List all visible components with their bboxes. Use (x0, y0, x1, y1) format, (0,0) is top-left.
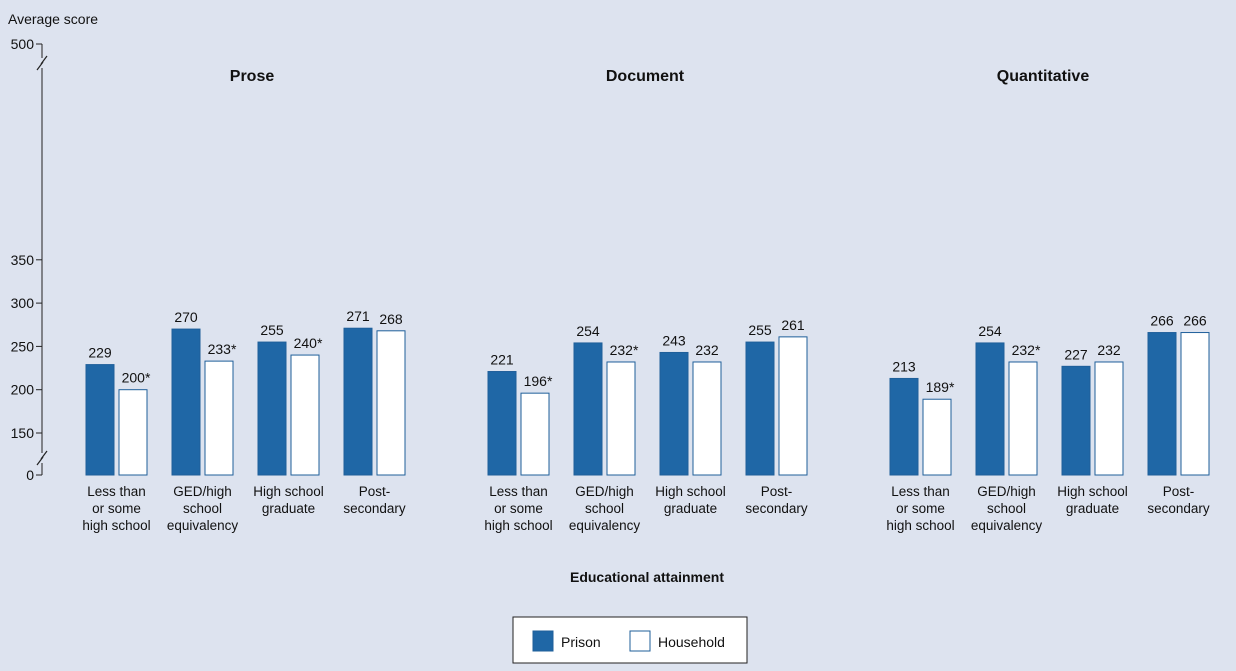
y-tick-label: 250 (11, 338, 35, 354)
category-label: Less than or some high school (82, 484, 150, 533)
bar-prison (659, 351, 689, 476)
bar-value-label: 255 (260, 322, 284, 338)
bar-value-label: 270 (174, 309, 198, 325)
y-tick-label: 350 (11, 252, 35, 268)
bar-prison (257, 341, 287, 476)
bar-prison (85, 364, 115, 476)
bar-prison (889, 377, 919, 476)
legend-label-household: Household (658, 634, 725, 650)
bar-value-label: 233* (208, 341, 237, 357)
y-tick-label: 200 (11, 382, 35, 398)
legend-swatch-prison (532, 630, 554, 652)
panel-prose: Prose 229 200* Less than or some high school 2… (82, 68, 406, 533)
bar-prison (573, 342, 603, 476)
bar-value-label: 254 (576, 323, 600, 339)
bar-prison (487, 371, 517, 476)
bar-prison (975, 342, 1005, 476)
bar-value-label: 227 (1064, 346, 1088, 362)
y-tick-label: 300 (11, 295, 35, 311)
panel-title: Prose (230, 68, 275, 85)
y-tick-label: 0 (26, 467, 34, 483)
panel-quantitative: Quantitative 213 189* Less than or some high … (886, 68, 1210, 533)
panel-title: Document (606, 68, 685, 85)
bar-value-label: 196* (524, 373, 553, 389)
bar-prison (1147, 332, 1177, 476)
bar-value-label: 240* (294, 335, 323, 351)
bar-household (1180, 332, 1210, 476)
category-label: Post-secondary (745, 484, 808, 516)
legend: Prison Household (512, 616, 748, 664)
bar-household (290, 354, 320, 476)
axis-break-mark (36, 450, 48, 466)
bar-household (606, 361, 636, 476)
bar-value-label: 221 (490, 352, 514, 368)
bar-household (1008, 361, 1038, 476)
bar-prison (1061, 365, 1091, 476)
bar-value-label: 243 (662, 332, 686, 348)
category-label: Post-secondary (343, 484, 406, 516)
bar-value-label: 261 (781, 317, 805, 333)
bar-value-label: 268 (379, 311, 403, 327)
legend-swatch-household (629, 630, 651, 652)
y-tick-label: 150 (11, 425, 35, 441)
bar-household (778, 336, 808, 476)
category-label: GED/high school equivalency (167, 484, 239, 533)
category-label: High school graduate (1057, 484, 1128, 516)
category-label: Less than or some high school (886, 484, 954, 533)
bar-value-label: 255 (748, 322, 772, 338)
bar-value-label: 271 (346, 308, 370, 324)
panel-document: Document 221 196* Less than or some high scho… (484, 68, 808, 533)
category-label: High school graduate (253, 484, 324, 516)
category-label: Less than or some high school (484, 484, 552, 533)
bar-prison (745, 341, 775, 476)
bar-prison (343, 327, 373, 476)
bar-household (922, 398, 952, 476)
bar-value-label: 254 (978, 323, 1002, 339)
panel-title: Quantitative (997, 68, 1090, 85)
y-axis-title: Average score (8, 11, 98, 27)
bar-value-label: 232 (1097, 342, 1121, 358)
bar-household (520, 392, 550, 476)
bar-household (692, 361, 722, 476)
bar-value-label: 189* (926, 379, 955, 395)
legend-label-prison: Prison (561, 634, 601, 650)
y-tick-label: 500 (11, 36, 35, 52)
chart-panels: Prose 229 200* Less than or some high school 2… (82, 68, 1210, 533)
bar-value-label: 229 (88, 345, 112, 361)
x-axis-title: Educational attainment (570, 569, 724, 585)
bar-household (118, 389, 148, 476)
bar-value-label: 266 (1183, 313, 1207, 329)
axis-break-mark (36, 55, 48, 71)
bar-value-label: 266 (1150, 313, 1174, 329)
category-label: GED/high school equivalency (971, 484, 1043, 533)
bar-household (376, 330, 406, 476)
bar-value-label: 232* (1012, 342, 1041, 358)
bar-prison (171, 328, 201, 476)
bar-value-label: 232 (695, 342, 719, 358)
bar-value-label: 200* (122, 370, 151, 386)
category-label: High school graduate (655, 484, 726, 516)
bar-household (204, 360, 234, 476)
bar-value-label: 213 (892, 358, 916, 374)
bar-value-label: 232* (610, 342, 639, 358)
y-axis: 0 150 200 250 300 350 500 (11, 36, 48, 483)
category-label: GED/high school equivalency (569, 484, 641, 533)
bar-household (1094, 361, 1124, 476)
category-label: Post-secondary (1147, 484, 1210, 516)
